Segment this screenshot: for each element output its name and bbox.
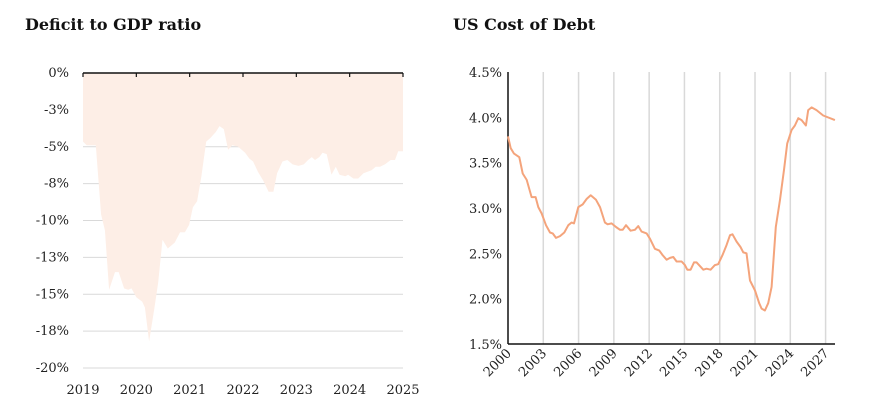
x-tick-label: 2009 (587, 346, 621, 380)
y-tick-label: 3.5% (469, 157, 502, 172)
cost-of-debt-chart: US Cost of Debt 2000 2003 2006 2009 2012 2015… (453, 15, 836, 380)
y-tick-label: -8% (44, 177, 69, 192)
x-tick-label: 2021 (728, 346, 762, 380)
y-tick-label: -10% (36, 214, 69, 229)
y-tick-label: 3.0% (469, 202, 502, 217)
x-tick-label: 2024 (763, 346, 797, 380)
x-tick-label: 2027 (798, 346, 832, 380)
y-tick-label: 2.0% (469, 293, 502, 308)
y-tick-label: 4.5% (469, 66, 502, 81)
x-tick-label: 2020 (120, 383, 153, 398)
y-tick-label: -13% (36, 250, 69, 265)
deficit-area (83, 73, 403, 342)
x-tick-label: 2021 (173, 383, 206, 398)
x-tick-label: 2023 (280, 383, 313, 398)
x-tick-label: 2022 (226, 383, 259, 398)
cost-of-debt-line (507, 106, 836, 312)
y-tick-label: 4.0% (469, 111, 502, 126)
x-tick-label: 2006 (551, 346, 585, 380)
x-tick-label: 2003 (516, 346, 550, 380)
x-tick-label: 2024 (333, 383, 366, 398)
x-tick-label: 2018 (693, 346, 727, 380)
y-tick-label: 0% (48, 66, 69, 81)
y-tick-label: -3% (44, 103, 69, 118)
y-tick-label: 2.5% (469, 247, 502, 262)
x-tick-label: 2012 (622, 346, 656, 380)
y-tick-label: -15% (36, 287, 69, 302)
y-tick-label: -20% (36, 361, 69, 376)
x-tick-label: 2015 (657, 346, 691, 380)
deficit-chart: Deficit to GDP ratio 0% -3% -5% -8% -10% -13%… (25, 15, 420, 398)
y-tick-label: -5% (44, 140, 69, 155)
x-tick-label: 2019 (66, 383, 99, 398)
y-tick-label: 1.5% (469, 338, 502, 353)
deficit-chart-title: Deficit to GDP ratio (25, 15, 202, 34)
cost-of-debt-chart-title: US Cost of Debt (453, 15, 596, 34)
x-tick-label: 2025 (386, 383, 419, 398)
y-tick-label: -18% (36, 324, 69, 339)
